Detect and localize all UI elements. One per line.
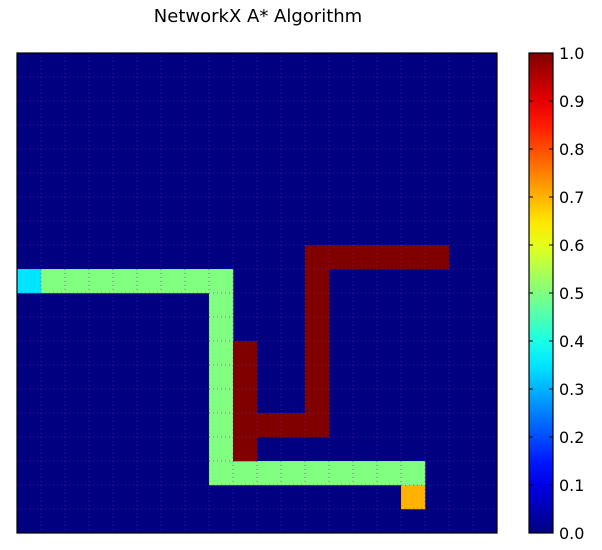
heatmap-cell <box>209 317 234 342</box>
heatmap-cell <box>281 461 306 486</box>
heatmap-cell <box>161 269 186 294</box>
heatmap-cell <box>257 413 282 438</box>
heatmap-cell <box>233 365 258 390</box>
colorbar-tick-label: 1.0 <box>559 44 584 63</box>
heatmap-cell <box>209 437 234 462</box>
heatmap-cell <box>209 413 234 438</box>
plot-frame <box>16 52 498 534</box>
heatmap-cell <box>377 245 402 270</box>
heatmap-cell <box>209 461 234 486</box>
heatmap-cell <box>233 389 258 414</box>
heatmap-cell <box>425 245 450 270</box>
heatmap-cell <box>137 269 162 294</box>
colorbar-tick-label: 0.7 <box>559 188 584 207</box>
colorbar-tick-label: 0.0 <box>559 524 584 543</box>
heatmap-cell <box>209 341 234 366</box>
colorbar-tick-label: 0.4 <box>559 332 584 351</box>
colorbar-tick-label: 0.6 <box>559 236 584 255</box>
heatmap-cell <box>209 269 234 294</box>
heatmap-cell <box>305 413 330 438</box>
heatmap-cell <box>401 245 426 270</box>
heatmap-cell <box>113 269 138 294</box>
heatmap-cell <box>185 269 210 294</box>
heatmap-cell <box>305 365 330 390</box>
heatmap-cell <box>89 269 114 294</box>
colorbar-tick-label: 0.2 <box>559 428 584 447</box>
colorbar-tick-label: 0.1 <box>559 476 584 495</box>
heatmap-cell <box>233 461 258 486</box>
colorbar-tick-label: 0.5 <box>559 284 584 303</box>
heatmap-cell <box>401 461 426 486</box>
heatmap-cell <box>305 461 330 486</box>
heatmap-cell <box>41 269 66 294</box>
heatmap-cell <box>209 389 234 414</box>
heatmap-cell <box>233 341 258 366</box>
heatmap-cell <box>209 365 234 390</box>
heatmap-cell <box>305 293 330 318</box>
colorbar-tick-label: 0.3 <box>559 380 584 399</box>
colorbar-tick-label: 0.9 <box>559 92 584 111</box>
heatmap-cell <box>209 293 234 318</box>
heatmap-cell <box>329 461 354 486</box>
heatmap-cell <box>65 269 90 294</box>
heatmap-cell <box>305 269 330 294</box>
heatmap-cell <box>353 461 378 486</box>
heatmap-cell <box>17 269 42 294</box>
heatmap-cell <box>257 461 282 486</box>
heatmap-cell <box>233 413 258 438</box>
heatmap-cell <box>305 389 330 414</box>
heatmap-cell <box>281 413 306 438</box>
heatmap-cell <box>233 437 258 462</box>
heatmap-cell <box>305 245 330 270</box>
colorbar-tick-label: 0.8 <box>559 140 584 159</box>
plot-area <box>16 52 498 534</box>
heatmap-cell <box>377 461 402 486</box>
colorbar: 0.0 0.1 0.2 0.3 0.4 0.5 0.6 0.7 0.8 0.9 1.0 <box>528 44 584 543</box>
heatmap-cell <box>305 341 330 366</box>
chart-title: NetworkX A* Algorithm <box>154 6 362 27</box>
heatmap-cell <box>305 317 330 342</box>
heatmap-cell <box>329 245 354 270</box>
heatmap-cell <box>401 485 426 510</box>
heatmap-cell <box>353 245 378 270</box>
